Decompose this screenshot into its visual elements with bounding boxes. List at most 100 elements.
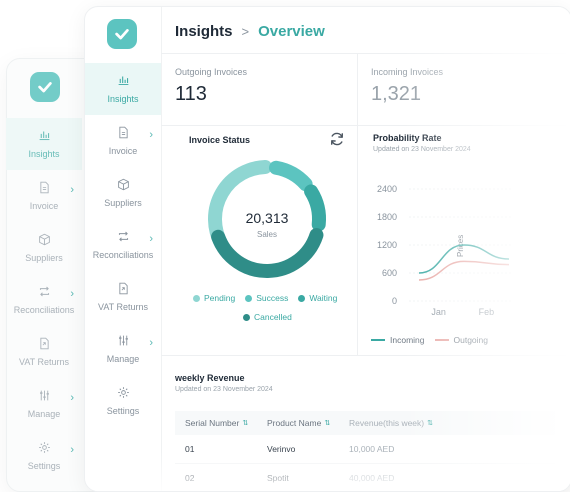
column-header-revenue[interactable]: Revenue(this week) ⇅ bbox=[339, 418, 459, 428]
sliders-icon bbox=[39, 390, 49, 401]
gear-icon bbox=[117, 387, 129, 398]
legend-item-waiting: Waiting bbox=[298, 293, 337, 303]
legend-dot bbox=[298, 294, 306, 302]
sidebar-item-settings[interactable]: Settings › bbox=[6, 430, 82, 482]
legend-label: Incoming bbox=[390, 335, 425, 345]
legend-dot bbox=[245, 294, 253, 302]
sidebar-item-label: Invoice bbox=[29, 201, 59, 211]
y-tick-label: 0 bbox=[392, 296, 397, 306]
y-tick-label: 2400 bbox=[377, 184, 397, 194]
column-header-product[interactable]: Product Name ⇅ bbox=[257, 418, 339, 428]
chevron-right-icon[interactable]: › bbox=[70, 444, 74, 456]
legend-item-cancelled: Cancelled bbox=[243, 312, 292, 322]
page-title: Overview bbox=[258, 23, 325, 40]
probability-rate-subtitle: Updated on 23 November 2024 bbox=[373, 146, 471, 153]
x-tick-label: Jan bbox=[431, 307, 446, 317]
sidebar-item-label: Insights bbox=[107, 94, 139, 104]
document-icon bbox=[118, 126, 128, 139]
donut-segment-success[interactable] bbox=[269, 160, 313, 192]
sidebar-item-label: Settings bbox=[106, 406, 140, 416]
sidebar-item-insights[interactable]: Insights bbox=[85, 63, 161, 115]
check-logo-icon bbox=[115, 29, 129, 40]
legend-item-incoming: Incoming bbox=[371, 335, 425, 345]
chevron-right-icon[interactable]: › bbox=[70, 184, 74, 196]
breadcrumb: Insights > Overview bbox=[175, 23, 325, 40]
column-header-serial[interactable]: Serial Number ⇅ bbox=[175, 418, 257, 428]
repeat-icon bbox=[39, 286, 49, 297]
chevron-right-icon[interactable]: › bbox=[149, 233, 153, 245]
legend-label: Waiting bbox=[309, 293, 338, 303]
legend-line bbox=[434, 339, 449, 341]
table-row[interactable]: 01 Verinvo 10,000 AED bbox=[175, 435, 555, 464]
donut-total-label: Sales bbox=[257, 230, 277, 239]
sidebar-item-settings[interactable]: Settings bbox=[85, 375, 161, 427]
incoming-invoices-stat: Incoming Invoices 1,321 bbox=[371, 67, 443, 106]
y-tick-label: 600 bbox=[382, 268, 397, 278]
sidebar: Insights Invoice › Suppliers Reconciliations… bbox=[85, 7, 162, 491]
donut-segment-waiting[interactable] bbox=[304, 184, 326, 232]
background-nav: Insights Invoice › Suppliers Reconciliations… bbox=[6, 118, 82, 482]
return-document-icon bbox=[118, 282, 128, 295]
main-app-window: Insights Invoice › Suppliers Reconciliations… bbox=[84, 6, 570, 492]
sidebar-item-reconciliations[interactable]: Reconciliations › bbox=[85, 219, 161, 271]
chevron-right-icon[interactable]: › bbox=[149, 337, 153, 349]
sidebar-item-label: Reconciliations bbox=[92, 250, 154, 260]
sidebar-item-suppliers[interactable]: Suppliers bbox=[6, 222, 82, 274]
cell-revenue: 40,000 AED bbox=[349, 473, 395, 483]
legend-line bbox=[371, 339, 385, 341]
column-label: Product Name bbox=[267, 418, 322, 428]
sidebar-item-reconciliations[interactable]: Reconciliations › bbox=[6, 274, 82, 326]
legend-label: Cancelled bbox=[254, 312, 292, 322]
chevron-right-icon[interactable]: › bbox=[70, 288, 74, 300]
weekly-revenue-subtitle: Updated on 23 November 2024 bbox=[175, 386, 273, 393]
legend-label: Pending bbox=[204, 293, 236, 303]
donut-segment-cancelled[interactable] bbox=[211, 228, 324, 278]
cell-serial: 01 bbox=[185, 444, 195, 454]
sort-icon[interactable]: ⇅ bbox=[242, 420, 249, 427]
chevron-right-icon[interactable]: › bbox=[70, 392, 74, 404]
return-document-icon bbox=[39, 337, 49, 350]
breadcrumb-separator: > bbox=[241, 24, 250, 39]
sidebar-item-insights[interactable]: Insights bbox=[6, 118, 82, 170]
sidebar-item-suppliers[interactable]: Suppliers bbox=[85, 167, 161, 219]
app-logo bbox=[30, 72, 60, 102]
y-tick-label: 1800 bbox=[377, 212, 397, 222]
legend-item-success: Success bbox=[245, 293, 288, 303]
sidebar-item-manage[interactable]: Manage › bbox=[6, 378, 82, 430]
bar-chart-icon bbox=[118, 76, 128, 86]
app-logo[interactable] bbox=[107, 19, 137, 49]
sort-icon[interactable]: ⇅ bbox=[427, 420, 433, 427]
breadcrumb-section[interactable]: Insights bbox=[175, 23, 233, 40]
refresh-icon[interactable] bbox=[329, 131, 345, 147]
chevron-right-icon[interactable]: › bbox=[149, 129, 153, 141]
invoice-status-donut: 20,313 Sales bbox=[208, 160, 326, 278]
stat-value: 1,321 bbox=[371, 83, 422, 105]
weekly-revenue-table: Serial Number ⇅ Product Name ⇅ Revenue(thi… bbox=[175, 411, 555, 491]
sidebar-item-manage[interactable]: Manage › bbox=[85, 323, 161, 375]
sidebar-item-label: Manage bbox=[106, 354, 140, 364]
sidebar-item-vat-returns[interactable]: VAT Returns bbox=[6, 326, 82, 378]
sidebar-item-vat-returns[interactable]: VAT Returns bbox=[85, 271, 161, 323]
invoice-status-legend-row1: Pending Success Waiting bbox=[193, 293, 337, 303]
sidebar-item-label: Settings bbox=[27, 461, 61, 471]
sidebar-item-label: VAT Returns bbox=[97, 302, 149, 312]
bar-chart-icon bbox=[39, 131, 49, 141]
repeat-icon bbox=[118, 231, 128, 242]
sidebar-item-invoice[interactable]: Invoice › bbox=[85, 115, 161, 167]
check-logo-icon bbox=[38, 82, 52, 93]
cell-product: Spotit bbox=[267, 473, 289, 483]
sidebar-item-label: Insights bbox=[28, 149, 60, 159]
sidebar-item-invoice[interactable]: Invoice › bbox=[6, 170, 82, 222]
sidebar-item-label: Suppliers bbox=[104, 198, 142, 208]
table-row[interactable]: 02 Spotit 40,000 AED bbox=[175, 464, 555, 491]
table-header: Serial Number ⇅ Product Name ⇅ Revenue(thi… bbox=[175, 411, 555, 435]
cell-revenue: 10,000 AED bbox=[349, 444, 395, 454]
sidebar-nav: Insights Invoice › Suppliers Reconciliations… bbox=[85, 63, 161, 427]
column-label: Serial Number bbox=[185, 418, 240, 428]
sidebar-item-label: Reconciliations bbox=[13, 305, 75, 315]
probability-rate-title: Probability Rate bbox=[373, 133, 442, 143]
sort-icon[interactable]: ⇅ bbox=[324, 420, 331, 427]
invoice-status-legend-row2: Cancelled bbox=[243, 312, 292, 322]
sidebar-item-label: Suppliers bbox=[25, 253, 63, 263]
